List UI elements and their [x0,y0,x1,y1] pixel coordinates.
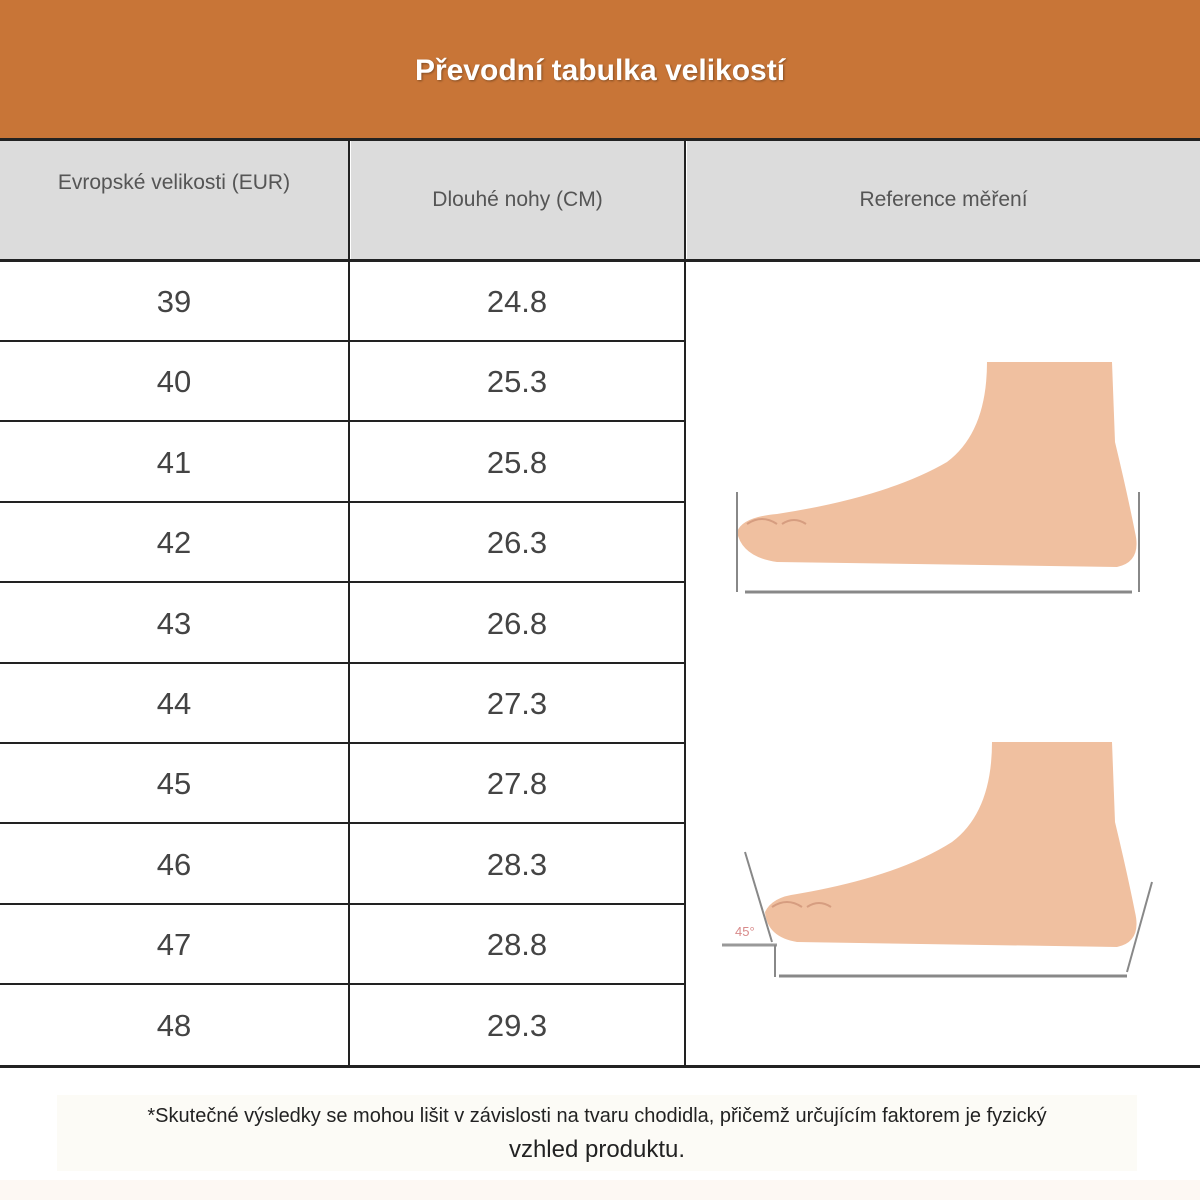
foot-flat-illustration [736,362,1140,594]
divider [0,1065,1200,1068]
foot-length-cell: 24.8 [486,284,548,319]
eur-size-cell: 40 [156,364,192,400]
foot-length-cell: 29.3 [486,1007,548,1043]
foot-length-cell: 25.8 [486,444,548,480]
column-divider [348,141,350,1067]
disclaimer-note: *Skutečné výsledky se mohou lišit v závi… [57,1095,1137,1171]
column-divider [684,141,686,1067]
column-header-eur: Evropské velikosti (EUR) [0,141,348,259]
row-divider [0,983,686,986]
angle-label: 45° [735,924,755,939]
row-divider [0,500,686,503]
eur-size-cell: 43 [156,605,192,641]
column-header-cm: Dlouhé nohy (CM) [351,141,684,259]
row-divider [0,420,686,423]
divider [0,259,1200,262]
column-header-reference: Reference měření [687,141,1200,259]
disclaimer-line-2: vzhled produktu. [508,1136,686,1163]
foot-length-cell: 27.8 [486,766,548,802]
eur-size-cell: 45 [156,766,192,802]
page-title: Převodní tabulka velikostí [414,54,786,87]
row-divider [0,902,686,905]
foot-length-cell: 26.3 [486,525,548,561]
foot-length-cell: 25.3 [486,364,548,400]
foot-length-cell: 26.8 [486,605,548,641]
foot-length-cell: 28.8 [486,927,548,963]
disclaimer-line-1: *Skutečné výsledky se mohou lišit v závi… [147,1105,1047,1127]
divider [0,138,1200,141]
eur-size-cell: 48 [156,1007,192,1043]
foot-measurement-illustration: 45° [722,362,1153,978]
eur-size-cell: 39 [156,284,192,319]
row-divider [0,822,686,825]
row-divider [0,340,686,342]
foot-length-cell: 27.3 [486,686,548,721]
eur-size-cell: 42 [156,525,192,561]
eur-size-cell: 44 [156,686,192,721]
title-banner: Převodní tabulka velikostí [0,0,1200,138]
eur-size-cell: 41 [156,444,192,480]
row-divider [0,742,686,744]
foot-angled-illustration: 45° [722,742,1153,978]
row-divider [0,661,686,664]
row-divider [0,581,686,584]
foot-shape [765,742,1137,947]
foot-length-cell: 28.3 [486,846,548,882]
eur-size-cell: 47 [156,927,192,963]
eur-size-cell: 46 [156,846,192,882]
foot-shape [737,362,1137,567]
bottom-band [0,1180,1200,1200]
